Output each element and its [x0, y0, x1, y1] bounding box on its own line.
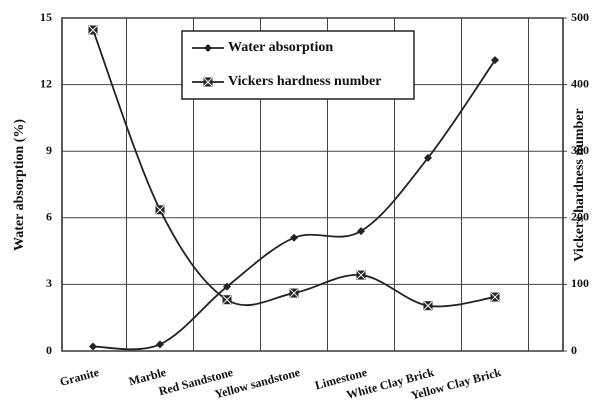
- marker-x: [88, 25, 98, 35]
- x-tick-label: Granite: [58, 365, 101, 389]
- point: [204, 44, 212, 52]
- point: [357, 227, 365, 236]
- point: [424, 153, 432, 162]
- point: [491, 56, 499, 65]
- y2-tick-label: 0: [571, 343, 577, 357]
- y-tick-label: 9: [46, 143, 52, 157]
- point: [155, 205, 165, 215]
- point: [88, 25, 98, 35]
- point: [203, 77, 213, 87]
- y-tick-label: 3: [46, 276, 52, 290]
- point: [223, 282, 231, 291]
- point: [156, 340, 164, 349]
- point: [290, 233, 298, 242]
- y-tick-label: 12: [40, 76, 52, 90]
- marker-x: [155, 205, 165, 215]
- point: [423, 301, 433, 311]
- point: [222, 295, 232, 305]
- y2-tick-label: 100: [571, 276, 589, 290]
- y2-tick-label: 300: [571, 143, 589, 157]
- y2-tick-label: 500: [571, 10, 589, 24]
- legend-box: [181, 30, 415, 100]
- marker-x: [203, 77, 213, 87]
- y2-tick-label: 200: [571, 210, 589, 224]
- marker-x: [423, 301, 433, 311]
- point: [289, 288, 299, 298]
- marker-x: [222, 295, 232, 305]
- y2-axis-label: Vickers hardness number: [572, 108, 587, 262]
- y-tick-label: 0: [46, 343, 52, 357]
- point: [356, 270, 366, 280]
- marker-x: [356, 270, 366, 280]
- legend-label: Vickers hardness number: [228, 74, 382, 89]
- point: [490, 292, 500, 302]
- legend-label: Water absorption: [228, 40, 333, 55]
- point: [89, 342, 97, 351]
- y2-tick-label: 400: [571, 76, 589, 90]
- y-tick-label: 6: [46, 210, 52, 224]
- y-tick-label: 15: [40, 10, 52, 24]
- marker-x: [490, 292, 500, 302]
- marker-x: [289, 288, 299, 298]
- y-axis-label: Water absorption (%): [12, 119, 27, 251]
